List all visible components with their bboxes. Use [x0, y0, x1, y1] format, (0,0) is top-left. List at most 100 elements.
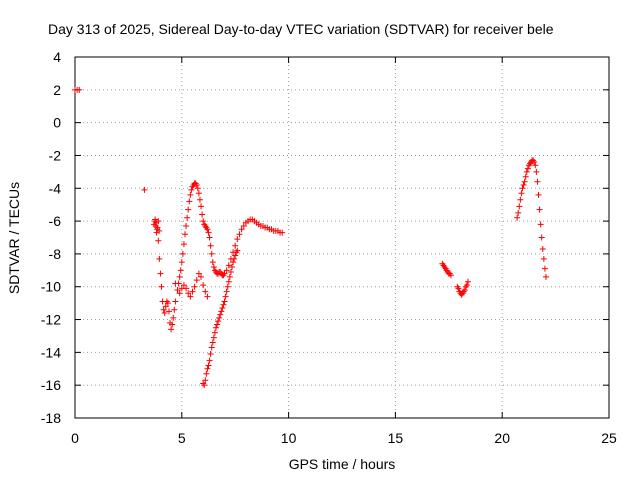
data-point — [187, 191, 194, 198]
data-point — [207, 351, 214, 358]
data-point — [154, 224, 161, 231]
data-point — [176, 273, 183, 280]
data-point — [156, 255, 163, 262]
y-tick-label: -4 — [49, 180, 62, 196]
data-point — [200, 218, 207, 225]
data-point — [178, 259, 185, 266]
x-tick-label: 0 — [71, 430, 79, 446]
x-axis-title: GPS time / hours — [289, 456, 396, 472]
data-point — [208, 250, 215, 257]
data-point — [183, 223, 190, 230]
data-point — [176, 290, 183, 297]
data-marks — [72, 86, 549, 389]
data-point — [196, 196, 203, 203]
grid — [75, 57, 609, 418]
data-point — [141, 186, 148, 193]
data-point — [212, 324, 219, 331]
data-point — [203, 370, 210, 377]
data-point — [204, 365, 211, 372]
data-point — [538, 234, 545, 241]
data-point — [540, 255, 547, 262]
data-point — [461, 287, 468, 294]
data-point — [168, 326, 175, 333]
data-point — [177, 267, 184, 274]
data-point — [180, 282, 187, 289]
data-point — [198, 273, 205, 280]
data-point — [185, 290, 192, 297]
data-point — [201, 382, 208, 389]
y-tick-label: -16 — [41, 377, 61, 393]
data-point — [162, 303, 169, 310]
data-point — [189, 288, 196, 295]
data-point — [522, 173, 529, 180]
data-point — [234, 236, 241, 243]
data-point — [217, 311, 224, 318]
data-point — [198, 203, 205, 210]
data-point — [202, 377, 209, 384]
data-point — [523, 168, 530, 175]
y-tick-labels: 4 2 0 -2 -4 -6 -8 -10 -12 -14 -16 -18 — [41, 49, 61, 426]
data-point — [187, 293, 194, 300]
y-tick-label: 2 — [53, 82, 61, 98]
data-point — [155, 218, 162, 225]
data-point — [524, 165, 531, 172]
y-tick-label: -8 — [49, 246, 62, 262]
data-point — [214, 321, 221, 328]
data-point — [204, 293, 211, 300]
data-point — [195, 190, 202, 197]
data-point — [447, 272, 454, 279]
data-point — [465, 278, 472, 285]
data-point — [228, 264, 235, 271]
data-point — [223, 288, 230, 295]
data-point — [215, 318, 222, 325]
data-point — [210, 334, 217, 341]
data-point — [463, 282, 470, 289]
data-point — [165, 308, 172, 315]
data-point — [160, 306, 167, 313]
data-point — [521, 178, 528, 185]
data-point — [208, 344, 215, 351]
data-point — [210, 264, 217, 271]
data-point — [534, 178, 541, 185]
data-point — [205, 229, 212, 236]
data-point — [535, 191, 542, 198]
data-point — [174, 287, 181, 294]
data-point — [232, 242, 239, 249]
data-point — [516, 203, 523, 210]
data-point — [172, 280, 179, 287]
data-point — [169, 321, 176, 328]
data-point — [164, 300, 171, 307]
data-point — [455, 285, 462, 292]
data-point — [221, 270, 228, 277]
y-tick-label: -2 — [49, 147, 62, 163]
x-tick-label: 20 — [494, 430, 510, 446]
data-point — [226, 273, 233, 280]
x-tick-label: 5 — [178, 430, 186, 446]
y-tick-label: 4 — [53, 49, 61, 65]
x-tick-label: 10 — [281, 430, 297, 446]
data-point — [209, 339, 216, 346]
x-tick-label: 25 — [601, 430, 617, 446]
data-point — [202, 288, 209, 295]
data-point — [171, 306, 178, 313]
data-point — [209, 259, 216, 266]
data-point — [157, 270, 164, 277]
data-point — [218, 308, 225, 315]
y-tick-label: -14 — [41, 344, 61, 360]
data-point — [156, 227, 163, 234]
axis-ticks — [74, 56, 610, 419]
data-point — [204, 226, 211, 233]
data-point — [224, 283, 231, 290]
data-point — [531, 159, 538, 166]
data-point — [536, 206, 543, 213]
data-point — [191, 283, 198, 290]
data-point — [182, 231, 189, 238]
data-point — [179, 250, 186, 257]
data-point — [532, 162, 539, 169]
data-point — [225, 262, 232, 269]
data-point — [223, 267, 230, 274]
data-point — [533, 168, 540, 175]
data-point — [199, 211, 206, 218]
data-point — [542, 273, 549, 280]
data-point — [279, 229, 286, 236]
